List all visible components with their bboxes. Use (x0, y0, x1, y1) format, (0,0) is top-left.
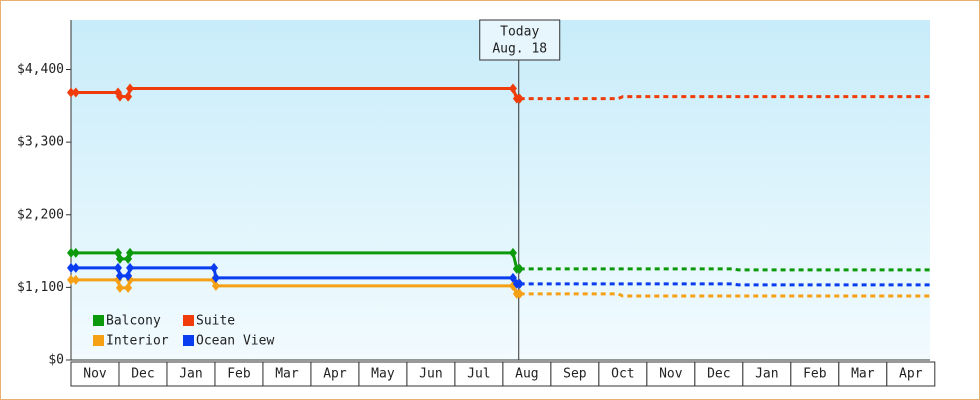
price-point (115, 253, 124, 264)
price-point (115, 282, 124, 293)
month-cell (262, 361, 312, 387)
y-tick-label: $3,300 (17, 135, 64, 150)
price-point (515, 278, 524, 289)
x-tick-label: Jul (467, 367, 490, 382)
forecast-line (519, 292, 930, 298)
x-tick-label: Jan (755, 367, 778, 382)
price-point (71, 87, 80, 98)
x-tick-label: Aug (515, 367, 538, 382)
price-point (114, 247, 123, 258)
x-tick-label: Jan (179, 367, 202, 382)
y-tick-label: $2,200 (17, 207, 64, 222)
x-tick-label: Apr (899, 367, 923, 382)
legend-label: Ocean View (196, 334, 274, 349)
price-point (124, 270, 133, 281)
price-point (515, 288, 524, 299)
price-point (211, 272, 220, 283)
price-point (67, 247, 75, 258)
legend-swatch (93, 335, 104, 346)
month-cell (790, 361, 840, 387)
month-cell (598, 361, 648, 387)
x-tick-label: Dec (131, 367, 154, 382)
today-label: Today (500, 25, 539, 40)
price-point (67, 274, 75, 285)
x-tick-label: Mar (851, 367, 875, 382)
forecast-line (519, 95, 930, 101)
x-tick-label: Jun (419, 367, 442, 382)
x-tick-label: Apr (323, 367, 347, 382)
price-point (508, 83, 517, 94)
month-cell (742, 361, 792, 387)
legend-label: Suite (196, 314, 235, 329)
month-cell (502, 361, 552, 387)
month-cell (70, 361, 120, 387)
price-point (71, 274, 80, 285)
legend-swatch (183, 335, 194, 346)
forecast-line (519, 282, 930, 287)
y-tick-label: $0 (48, 353, 64, 368)
plot-area (71, 20, 930, 360)
y-tick-label: $1,100 (17, 280, 64, 295)
price-point (71, 262, 80, 273)
x-tick-label: Nov (83, 367, 107, 382)
y-tick-label: $4,400 (17, 62, 64, 77)
month-cell (118, 361, 168, 387)
price-point (124, 91, 133, 102)
x-tick-label: Dec (707, 367, 730, 382)
price-point (115, 91, 124, 102)
price-point (508, 272, 517, 283)
price-point (126, 262, 135, 273)
month-cell (406, 361, 456, 387)
price-point (211, 280, 220, 291)
x-tick-label: Oct (611, 367, 634, 382)
price-point (71, 247, 80, 258)
x-tick-label: Nov (659, 367, 683, 382)
price-point (508, 247, 517, 258)
price-point (124, 282, 133, 293)
price-point (115, 270, 124, 281)
legend-label: Balcony (106, 314, 161, 329)
price-point (126, 247, 135, 258)
today-date: Aug. 18 (492, 42, 547, 57)
x-tick-label: May (371, 367, 395, 382)
legend-swatch (93, 315, 104, 326)
month-cell (646, 361, 696, 387)
month-cell (166, 361, 216, 387)
price-point (67, 262, 75, 273)
price-point (114, 262, 123, 273)
today-box (479, 19, 561, 61)
month-cell (214, 361, 264, 387)
price-point (210, 262, 219, 273)
forecast-line (519, 267, 930, 272)
price-point (515, 263, 524, 274)
x-tick-label: Feb (227, 367, 251, 382)
legend-label: Interior (106, 334, 169, 349)
price-point (67, 87, 75, 98)
x-tick-label: Mar (275, 367, 299, 382)
legend-swatch (183, 315, 194, 326)
price-point (515, 93, 524, 104)
x-tick-label: Feb (803, 367, 827, 382)
month-cell (886, 361, 936, 387)
price-point (126, 83, 135, 94)
x-tick-label: Sep (563, 367, 587, 382)
